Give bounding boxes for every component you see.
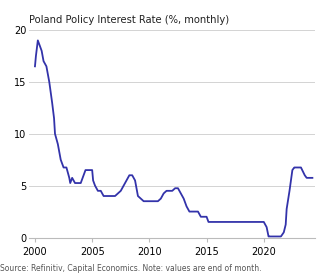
Text: Poland Policy Interest Rate (%, monthly): Poland Policy Interest Rate (%, monthly) — [29, 15, 229, 25]
Text: Source: Refinitiv, Capital Economics. Note: values are end of month.: Source: Refinitiv, Capital Economics. No… — [0, 264, 262, 273]
